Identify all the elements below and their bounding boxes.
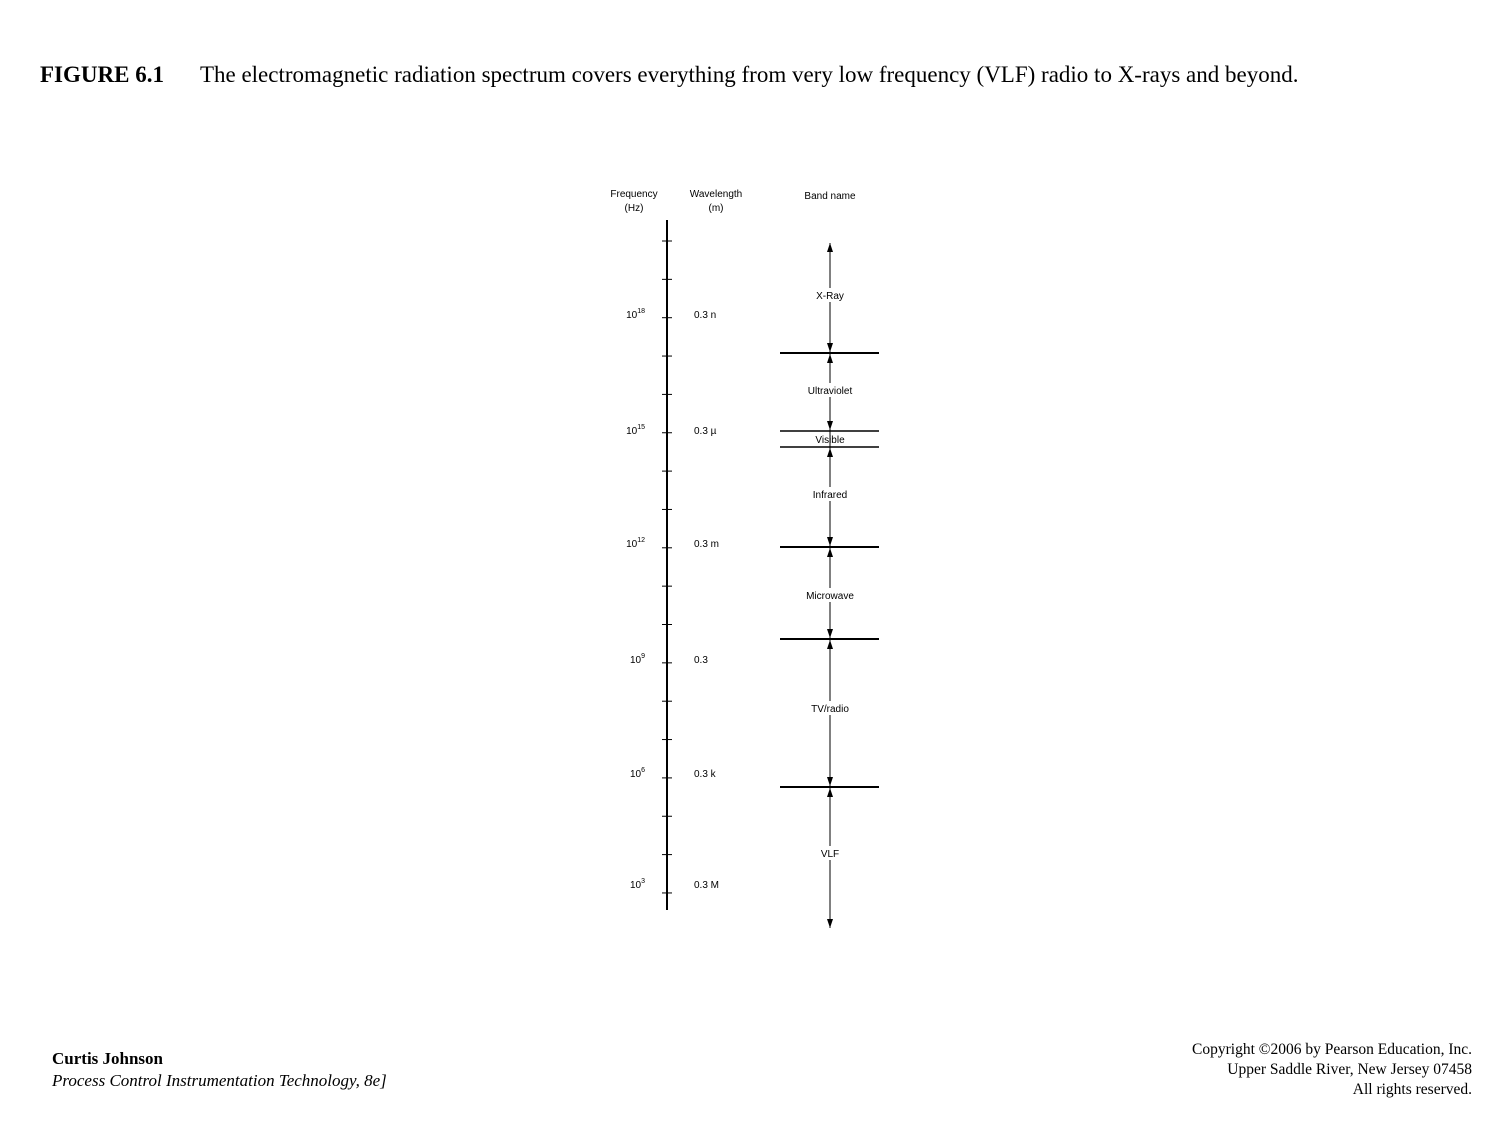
copyright-line: Upper Saddle River, New Jersey 07458 bbox=[1227, 1061, 1472, 1078]
wavelength-label: 0.3 k bbox=[694, 769, 717, 780]
band-label: X-Ray bbox=[816, 291, 844, 302]
arrowhead bbox=[827, 537, 833, 546]
frequency-label: 109 bbox=[630, 653, 645, 666]
band-label: Visible bbox=[815, 435, 845, 446]
frequency-exponent: 6 bbox=[641, 767, 645, 774]
column-header: (Hz) bbox=[625, 203, 644, 214]
frequency-base: 10 bbox=[630, 769, 642, 780]
band-label: TV/radio bbox=[811, 704, 849, 715]
column-header: Frequency bbox=[610, 189, 657, 200]
label-background bbox=[798, 846, 862, 860]
band-label: VLF bbox=[821, 849, 839, 860]
frequency-base: 10 bbox=[626, 426, 638, 437]
label-background bbox=[798, 588, 862, 602]
frequency-label: 1012 bbox=[626, 537, 645, 550]
copyright-line: All rights reserved. bbox=[1352, 1081, 1472, 1098]
arrowhead bbox=[827, 421, 833, 430]
author: Curtis Johnson bbox=[52, 1049, 164, 1068]
copyright-line: Copyright ©2006 by Pearson Education, In… bbox=[1192, 1041, 1472, 1058]
arrowhead bbox=[827, 788, 833, 797]
band-label: Microwave bbox=[806, 591, 854, 602]
wavelength-label: 0.3 M bbox=[694, 880, 719, 891]
band-label: Infrared bbox=[813, 490, 847, 501]
arrowhead bbox=[827, 777, 833, 786]
frequency-base: 10 bbox=[630, 655, 642, 666]
frequency-base: 10 bbox=[630, 880, 642, 891]
arrowhead bbox=[827, 243, 833, 252]
wavelength-label: 0.3 m bbox=[694, 539, 719, 550]
wavelength-label: 0.3 µ bbox=[694, 426, 717, 437]
arrowhead bbox=[827, 919, 833, 928]
book-title: Process Control Instrumentation Technolo… bbox=[52, 1071, 387, 1090]
frequency-base: 10 bbox=[626, 539, 638, 550]
label-background bbox=[798, 383, 862, 397]
wavelength-label: 0.3 n bbox=[694, 310, 716, 321]
figure-label: FIGURE 6.1 bbox=[40, 62, 164, 87]
frequency-exponent: 3 bbox=[641, 878, 645, 885]
label-background bbox=[798, 487, 862, 501]
figure-caption: FIGURE 6.1 The electromagnetic radiation … bbox=[40, 62, 1298, 88]
wavelength-label: 0.3 bbox=[694, 655, 708, 666]
frequency-label: 103 bbox=[630, 878, 645, 891]
frequency-label: 106 bbox=[630, 767, 645, 780]
frequency-exponent: 12 bbox=[637, 537, 645, 544]
frequency-base: 10 bbox=[626, 310, 638, 321]
arrowhead bbox=[827, 448, 833, 457]
frequency-exponent: 18 bbox=[637, 308, 645, 315]
frequency-label: 1015 bbox=[626, 424, 645, 437]
column-header: Band name bbox=[804, 191, 856, 202]
arrowhead bbox=[827, 629, 833, 638]
author-block: Curtis Johnson Process Control Instrumen… bbox=[52, 1048, 387, 1092]
column-header: Wavelength bbox=[690, 189, 742, 200]
arrowhead bbox=[827, 343, 833, 352]
label-background bbox=[798, 288, 862, 302]
label-background bbox=[798, 701, 862, 715]
arrowhead bbox=[827, 354, 833, 363]
frequency-exponent: 15 bbox=[637, 424, 645, 431]
arrowhead bbox=[827, 548, 833, 557]
arrowhead bbox=[827, 640, 833, 649]
copyright-block: Copyright ©2006 by Pearson Education, In… bbox=[1192, 1040, 1472, 1100]
frequency-label: 1018 bbox=[626, 308, 645, 321]
caption-text: The electromagnetic radiation spectrum c… bbox=[199, 62, 1299, 87]
frequency-exponent: 9 bbox=[641, 653, 645, 660]
band-label: Ultraviolet bbox=[808, 386, 853, 397]
column-header: (m) bbox=[709, 203, 724, 214]
